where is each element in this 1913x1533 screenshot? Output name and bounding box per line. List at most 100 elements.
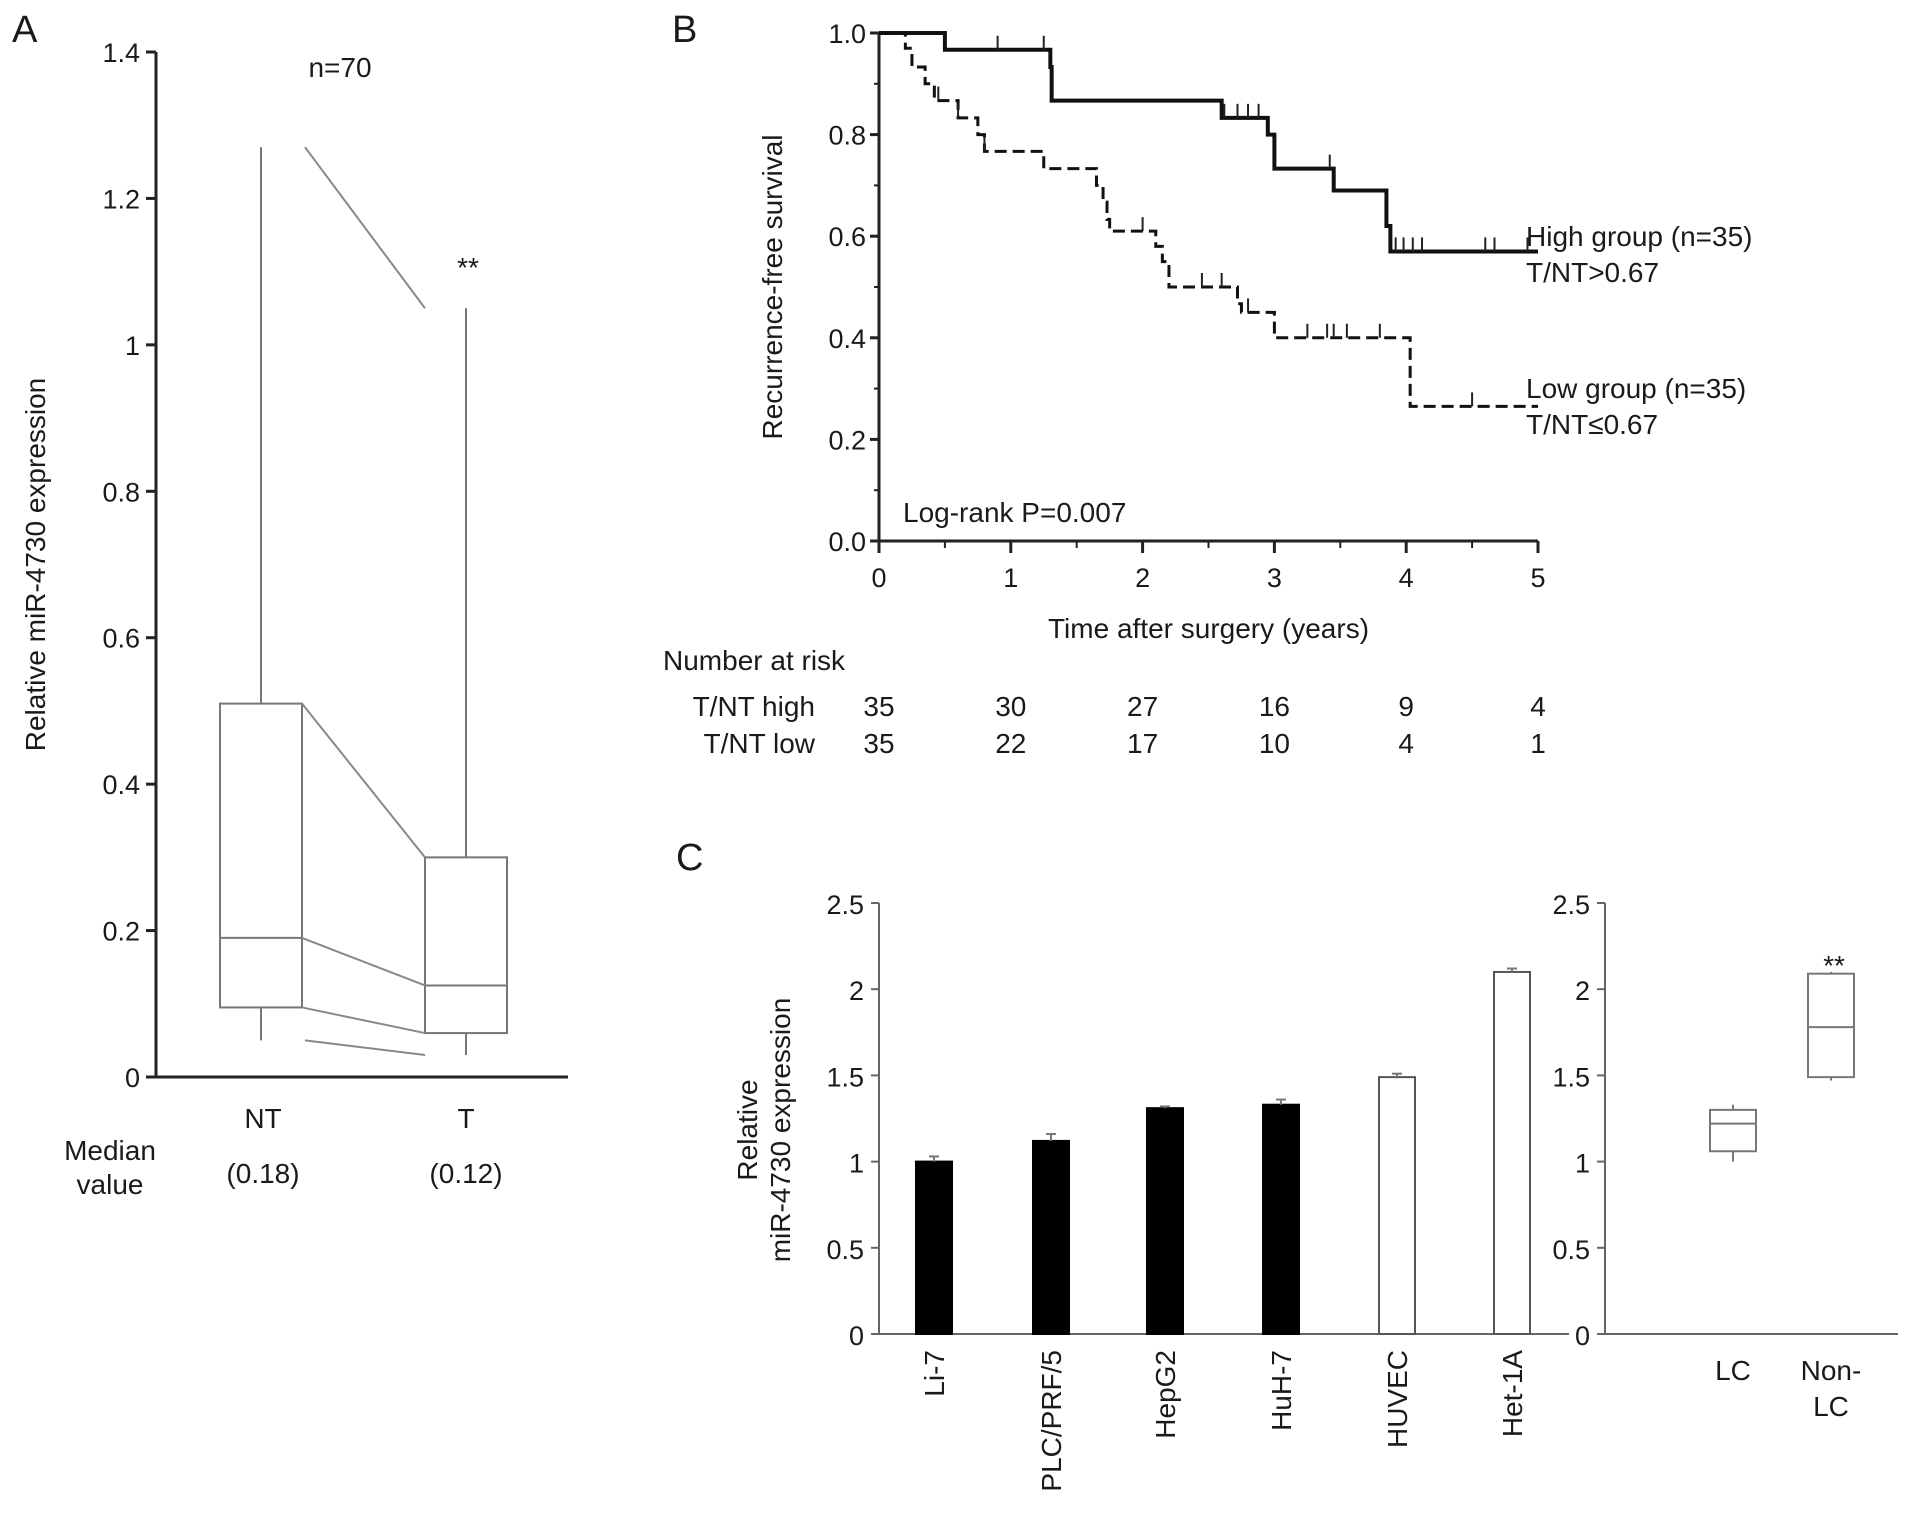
y-tick-label: 1.5 — [1552, 1062, 1590, 1092]
y-tick-label: 0.2 — [828, 425, 866, 455]
survival-curve-low — [879, 31, 1538, 408]
risk-count: 16 — [1259, 691, 1290, 722]
box-NT — [219, 147, 303, 1041]
survival-curve-high — [879, 31, 1538, 254]
bar-Het-1A — [1493, 970, 1531, 1336]
x-category-label: HuH-7 — [1266, 1350, 1297, 1431]
y-tick-label: 0.6 — [828, 222, 866, 252]
risk-count: 17 — [1127, 728, 1158, 759]
panel-a-boxplot: 0 0.2 0.4 0.6 0.8 1 1.2 1.4 Relative miR-4730 ex… — [20, 38, 568, 1200]
significance-marker: ** — [457, 252, 479, 283]
risk-row-label: T/NT high — [693, 691, 815, 722]
x-category-label: T — [457, 1103, 474, 1134]
y-tick-label: 0.0 — [828, 527, 866, 557]
x-tick-label: 5 — [1530, 563, 1545, 593]
x-tick-label: 4 — [1399, 563, 1414, 593]
legend-sublabel: T/NT≤0.67 — [1526, 409, 1658, 440]
log-rank-annotation: Log-rank P=0.007 — [903, 497, 1126, 528]
bar-HuH-7 — [1262, 1103, 1300, 1336]
risk-count: 4 — [1398, 728, 1414, 759]
y-tick-label: 0.5 — [826, 1235, 864, 1265]
panel-c-bar: 0 0.5 1 1.5 2 2.5 Relative miR-4730 expression L… — [732, 890, 1569, 1492]
bar-HUVEC — [1378, 1076, 1416, 1336]
x-category-label: Li-7 — [919, 1350, 950, 1397]
x-tick-label: 3 — [1267, 563, 1282, 593]
y-tick-label: 0.4 — [828, 324, 866, 354]
box-T — [424, 308, 508, 1056]
risk-count: 4 — [1530, 691, 1546, 722]
y-tick-label: 0 — [849, 1321, 864, 1351]
x-axis-label: Time after surgery (years) — [1048, 613, 1369, 644]
y-axis-label: Recurrence-free survival — [757, 135, 788, 440]
panel-label-c: C — [676, 837, 703, 879]
x-category-label: PLC/PRF/5 — [1036, 1350, 1067, 1492]
risk-count: 35 — [863, 728, 894, 759]
legend-label: High group (n=35) — [1526, 221, 1752, 252]
y-tick-label: 1.2 — [102, 184, 140, 214]
y-tick-label: 0.2 — [102, 917, 140, 947]
panel-label-a: A — [12, 9, 38, 51]
y-tick-label: 2 — [849, 976, 864, 1006]
connector-q3 — [301, 702, 426, 858]
median-value: (0.12) — [429, 1158, 502, 1189]
risk-count: 35 — [863, 691, 894, 722]
y-tick-label: 2 — [1575, 976, 1590, 1006]
x-tick-label: 1 — [1003, 563, 1018, 593]
median-label: Median — [64, 1135, 156, 1166]
y-tick-label: 1 — [125, 331, 140, 361]
y-axis-label: Relative — [732, 1079, 763, 1180]
risk-table-title: Number at risk — [663, 645, 846, 676]
y-tick-label: 0.5 — [1552, 1235, 1590, 1265]
y-axis-label: miR-4730 expression — [765, 998, 796, 1263]
y-axis-label: Relative miR-4730 expression — [20, 378, 51, 752]
box-iqr — [1807, 972, 1855, 1079]
x-category-label: Non- — [1801, 1355, 1862, 1386]
y-tick-label: 0.4 — [102, 770, 140, 800]
y-tick-label: 1 — [849, 1149, 864, 1179]
x-category-label: HepG2 — [1150, 1350, 1181, 1439]
y-tick-label: 0 — [1575, 1321, 1590, 1351]
box-iqr — [219, 702, 303, 1009]
connector-q1 — [301, 1006, 426, 1035]
risk-count: 30 — [995, 691, 1026, 722]
connector-whisker_low — [304, 1039, 426, 1057]
x-category-label: LC — [1813, 1391, 1849, 1422]
risk-row-label: T/NT low — [704, 728, 816, 759]
bar-Li-7 — [915, 1160, 953, 1335]
panel-label-b: B — [672, 9, 697, 51]
risk-count: 1 — [1530, 728, 1546, 759]
x-category-label: Het-1A — [1497, 1350, 1528, 1437]
y-tick-label: 0.8 — [828, 121, 866, 151]
x-category-label: LC — [1715, 1355, 1751, 1386]
median-value: (0.18) — [226, 1158, 299, 1189]
box-Non-LC — [1807, 971, 1855, 1081]
y-tick-label: 1 — [1575, 1149, 1590, 1179]
risk-count: 9 — [1398, 691, 1414, 722]
y-tick-label: 0.6 — [102, 624, 140, 654]
x-category-label: HUVEC — [1382, 1350, 1413, 1448]
bar-PLC/PRF/5 — [1032, 1139, 1070, 1335]
bar-HepG2 — [1146, 1107, 1184, 1335]
risk-count: 10 — [1259, 728, 1290, 759]
connector-median — [301, 936, 426, 987]
y-tick-label: 0.8 — [102, 477, 140, 507]
panel-c-boxplot: 0 0.5 1 1.5 2 2.5 LC Non- LC ** — [1552, 890, 1898, 1422]
connector-whisker_high — [304, 146, 426, 309]
box-iqr — [1709, 1108, 1757, 1153]
x-category-label: NT — [244, 1103, 281, 1134]
risk-count: 27 — [1127, 691, 1158, 722]
box-LC — [1709, 1104, 1757, 1162]
median-label: value — [77, 1169, 144, 1200]
risk-count: 22 — [995, 728, 1026, 759]
significance-marker: ** — [1823, 950, 1845, 981]
x-tick-label: 0 — [871, 563, 886, 593]
box-iqr — [424, 856, 508, 1035]
legend-sublabel: T/NT>0.67 — [1526, 257, 1659, 288]
y-tick-label: 1.4 — [102, 38, 140, 68]
y-tick-label: 1.0 — [828, 19, 866, 49]
n-label: n=70 — [308, 52, 371, 83]
y-tick-label: 2.5 — [1552, 890, 1590, 920]
panel-b-survival: 0.0 0.2 0.4 0.6 0.8 1.0 0 1 2 3 4 5 Time after surge… — [663, 19, 1752, 759]
legend-label: Low group (n=35) — [1526, 373, 1746, 404]
